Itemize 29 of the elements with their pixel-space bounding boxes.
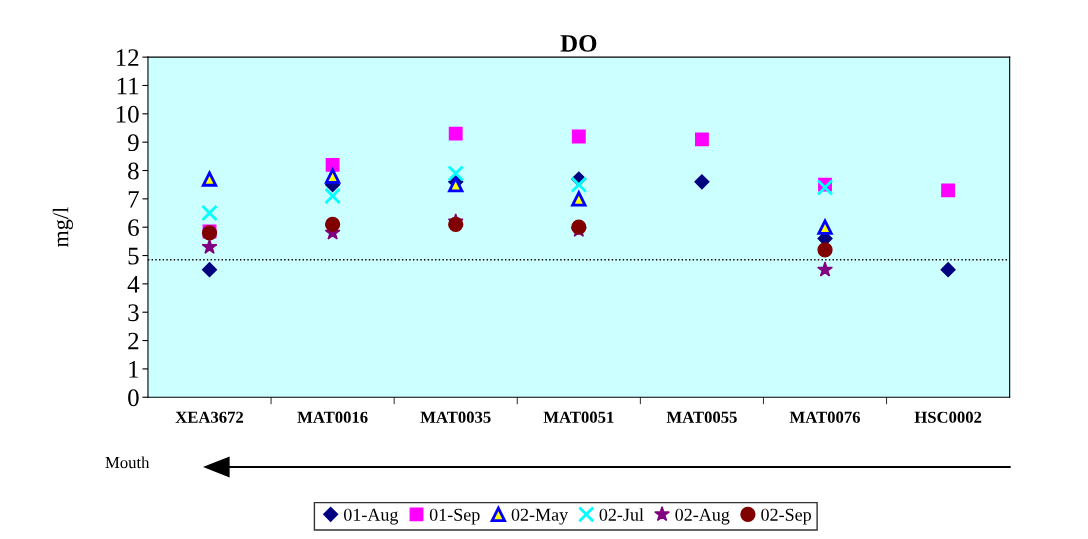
x-tick-label: MAT0076 <box>789 411 861 423</box>
y-tick-label: 5 <box>128 247 139 265</box>
legend-label: 02-May <box>511 508 569 525</box>
legend-label: 02-Aug <box>675 508 730 525</box>
legend-label: 01-Aug <box>343 508 399 525</box>
y-tick-label: 9 <box>127 134 139 152</box>
y-tick-label: 10 <box>116 105 139 123</box>
y-tick-label: 8 <box>128 162 139 180</box>
y-tick-label: 6 <box>128 219 139 237</box>
y-tick-label: 1 <box>129 361 139 378</box>
x-tick-label: XEA3672 <box>175 411 244 423</box>
y-tick-label: 12 <box>116 49 139 66</box>
x-tick-label: MAT0051 <box>543 411 614 423</box>
x-tick-label: HSC0002 <box>914 411 982 423</box>
legend-label: 02-Jul <box>599 508 644 521</box>
x-tick-label: MAT0055 <box>666 411 737 423</box>
y-tick-label: 4 <box>127 276 140 293</box>
y-tick-label: 7 <box>128 191 139 208</box>
y-tick-label: 3 <box>128 304 139 322</box>
y-axis-title: mg/l <box>52 207 73 248</box>
text: Mouth <box>105 456 150 469</box>
y-tick-label: 2 <box>128 332 139 350</box>
chart-title: DO <box>560 35 597 52</box>
x-tick-label: MAT0016 <box>297 411 368 423</box>
y-tick-label: 11 <box>117 77 139 95</box>
legend-label: 02-Sep <box>761 508 811 525</box>
y-tick-label: 0 <box>128 389 139 407</box>
legend-label: 01-Sep <box>429 508 480 525</box>
x-tick-label: MAT0035 <box>420 411 491 423</box>
